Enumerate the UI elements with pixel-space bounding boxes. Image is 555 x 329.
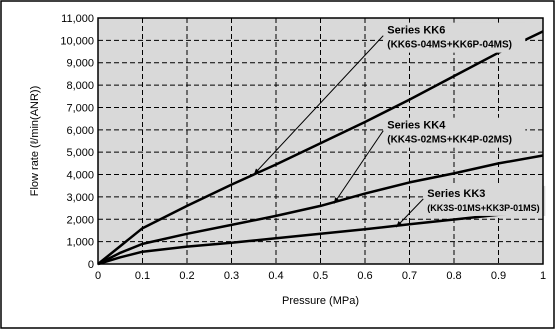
x-tick-label: 0.2	[179, 270, 194, 282]
y-axis-title: Flow rate (ℓ/min(ANR))	[29, 86, 41, 197]
annotation-label-bg	[385, 22, 526, 53]
annotation-arrowhead	[253, 168, 260, 175]
annotation-series-kk6: Series KK6 (KK6S-04MS+KK6P-04MS)	[253, 22, 526, 175]
annotation-subtitle: (KK3S-01MS+KK3P-01MS)	[427, 203, 539, 213]
annotation-series-kk3: Series KK3 (KK3S-01MS+KK3P-01MS)	[395, 185, 546, 228]
annotations: Series KK6(KK6S-04MS+KK6P-04MS)Series KK…	[253, 22, 546, 228]
x-tick-label: 0.8	[446, 270, 461, 282]
plot-border	[97, 17, 544, 265]
x-tick-label: 0.6	[357, 270, 372, 282]
y-tick-label: 0	[88, 259, 94, 271]
y-tick-label: 1,000	[66, 237, 94, 249]
annotation-arrowhead	[333, 197, 340, 204]
annotation-arrowhead	[396, 221, 403, 228]
y-tick-label: 10,000	[60, 35, 94, 47]
y-tick-label: 8,000	[66, 80, 94, 92]
x-tick-label: 0.1	[135, 270, 150, 282]
series-line-series-kk3	[97, 210, 544, 266]
x-tick-label: 0.5	[313, 270, 328, 282]
x-ticks: 0 0.1 0.2 0.3 0.4 0.5 0.6 0.7 0.8 0.9 1	[95, 270, 546, 282]
x-tick-label: 0.3	[224, 270, 239, 282]
series-lines	[97, 30, 544, 266]
annotation-subtitle: (KK6S-04MS+KK6P-04MS)	[387, 40, 512, 51]
series-line-series-kk4	[97, 154, 544, 266]
annotation-title: Series KK3	[427, 188, 485, 200]
y-tick-label: 11,000	[61, 13, 94, 25]
x-tick-label: 0.4	[268, 270, 283, 282]
annotation-leader-line	[333, 130, 384, 204]
annotation-series-kk4: Series KK4 (KK4S-02MS+KK4P-02MS)	[333, 117, 526, 204]
annotation-label-bg	[385, 117, 526, 148]
x-tick-label: 0	[95, 270, 101, 282]
x-tick-label: 0.7	[402, 270, 417, 282]
annotation-leader-line	[395, 198, 424, 228]
annotation-title: Series KK4	[387, 120, 446, 132]
y-tick-label: 3,000	[66, 192, 94, 204]
x-axis-title: Pressure (MPa)	[282, 295, 359, 307]
annotation-label-bg	[425, 185, 546, 216]
y-tick-label: 2,000	[66, 214, 94, 226]
y-ticks: 0 1,000 2,000 3,000 4,000 5,000 6,000 7,000 8,00…	[60, 13, 94, 271]
y-tick-label: 4,000	[66, 170, 94, 182]
y-tick-label: 5,000	[66, 147, 94, 159]
x-tick-label: 0.9	[491, 270, 506, 282]
annotation-subtitle: (KK4S-02MS+KK4P-02MS)	[387, 135, 512, 146]
series-line-series-kk6	[97, 30, 544, 265]
x-tick-label: 1	[540, 270, 546, 282]
y-tick-label: 7,000	[66, 102, 94, 114]
annotation-leader-line	[253, 35, 384, 175]
y-tick-label: 9,000	[66, 58, 94, 70]
y-tick-label: 6,000	[66, 125, 94, 137]
annotation-title: Series KK6	[387, 25, 445, 37]
